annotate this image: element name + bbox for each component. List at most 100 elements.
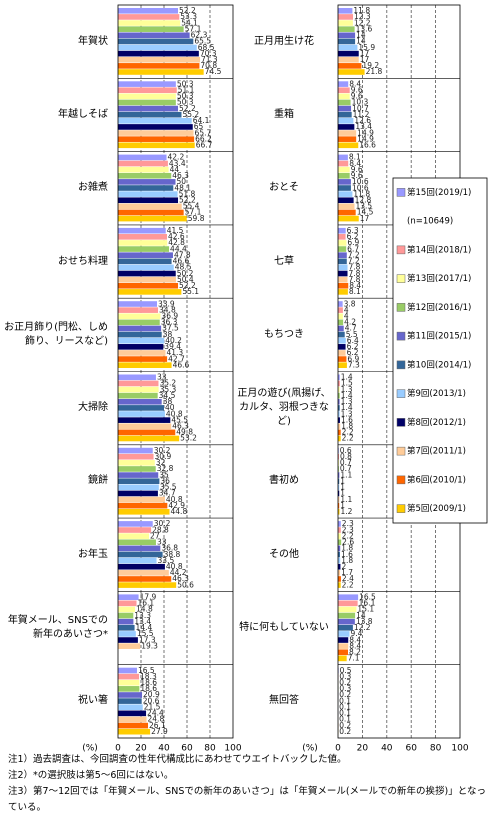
category-label: その他	[269, 548, 299, 560]
bar	[338, 258, 347, 265]
category-label: 年越しそば	[58, 108, 108, 120]
bar	[338, 582, 341, 588]
value-label: 1.4	[341, 403, 353, 412]
value-label: 47.8	[174, 250, 191, 259]
bar	[118, 209, 184, 216]
bar	[338, 392, 340, 399]
value-label: 45.5	[171, 415, 188, 424]
bar	[338, 8, 353, 14]
bar	[338, 32, 356, 39]
value-label: 43.4	[169, 159, 186, 168]
bar	[118, 606, 136, 613]
bar	[338, 142, 359, 149]
bar	[118, 166, 169, 173]
value-label: 57.1	[185, 208, 202, 217]
bar	[338, 191, 353, 197]
value-label: 62.3	[191, 31, 208, 40]
bar	[118, 301, 157, 307]
value-label: 6.3	[347, 226, 359, 235]
value-label: 50.4	[177, 275, 194, 284]
value-label: 46.6	[173, 360, 190, 369]
bar	[118, 527, 152, 533]
value-label: 14.9	[357, 128, 374, 137]
bar	[118, 380, 159, 387]
bar	[118, 386, 159, 393]
legend-swatch	[396, 389, 406, 398]
value-label: 52.2	[179, 6, 196, 15]
x-tick-label: 0	[115, 744, 121, 754]
value-label: 7.8	[349, 269, 361, 278]
value-label: 55.1	[182, 287, 199, 296]
value-label: 55.2	[182, 110, 199, 119]
bar	[118, 179, 176, 185]
value-label: 4.7	[345, 324, 357, 333]
value-label: 0.6	[340, 446, 352, 455]
bar	[118, 453, 154, 460]
value-label: 1.8	[341, 422, 353, 431]
bar	[338, 380, 340, 387]
value-label: 46.3	[172, 422, 189, 431]
bar	[338, 118, 354, 124]
value-label: 46.3	[172, 171, 189, 180]
bar	[118, 124, 193, 130]
x-tick-label: 0	[335, 744, 341, 754]
bar	[338, 63, 362, 69]
bar	[338, 289, 348, 295]
bar	[118, 417, 171, 423]
bar	[118, 215, 187, 222]
x-unit: (%)	[302, 744, 318, 754]
value-label: 0.2	[339, 678, 351, 687]
value-label: 0.5	[340, 666, 352, 675]
bar	[338, 386, 340, 393]
bar	[338, 466, 339, 472]
value-label: 74.5	[205, 67, 222, 76]
value-label: 14	[356, 37, 366, 46]
value-label: 0.2	[339, 690, 351, 699]
legend-label: 第11回(2015/1)	[407, 331, 471, 342]
bar	[118, 130, 194, 136]
bar	[118, 447, 153, 454]
value-label: 13.8	[356, 617, 373, 626]
value-label: 6.2	[347, 348, 359, 357]
bar	[118, 484, 159, 491]
bar	[118, 246, 170, 252]
value-label: 15.9	[358, 43, 375, 52]
value-label: 16.5	[138, 666, 155, 675]
legend-swatch	[396, 475, 406, 485]
bar	[118, 557, 157, 564]
category-label: 重箱	[274, 108, 294, 120]
bar	[118, 14, 180, 20]
bar	[338, 453, 339, 460]
value-label: 9.4	[350, 629, 362, 638]
bar	[118, 398, 162, 405]
value-label: 11.8	[353, 6, 370, 15]
legend-label: 第9回(2013/1)	[407, 388, 466, 399]
value-label: 14	[356, 611, 366, 620]
value-label: 6.2	[347, 232, 359, 241]
bar	[118, 191, 178, 197]
value-label: 27	[150, 531, 160, 540]
bar	[338, 185, 351, 191]
bar	[118, 472, 159, 478]
category-label: 正月の遊び(凧揚げ、カルタ、羽根つきなど)	[237, 388, 331, 428]
value-label: 6.9	[347, 354, 359, 363]
bar	[118, 496, 165, 503]
value-label: 41.3	[166, 348, 183, 357]
bar	[338, 496, 340, 503]
value-label: 50.2	[177, 269, 194, 278]
value-label: 3.8	[344, 299, 356, 308]
value-label: 17	[360, 55, 370, 64]
bar	[338, 276, 348, 283]
bar	[338, 618, 355, 625]
bar	[118, 722, 149, 729]
bar	[338, 563, 341, 570]
value-label: 70.3	[200, 49, 217, 58]
category-label: もちつき	[264, 328, 304, 340]
value-label: 8.4	[349, 635, 361, 644]
value-label: 2.2	[342, 580, 354, 589]
value-label: 51.8	[179, 189, 196, 198]
value-label: 1.8	[341, 544, 353, 553]
bar	[118, 502, 168, 509]
x-tick-label: 60	[405, 744, 417, 754]
value-label: 35.2	[159, 379, 176, 388]
